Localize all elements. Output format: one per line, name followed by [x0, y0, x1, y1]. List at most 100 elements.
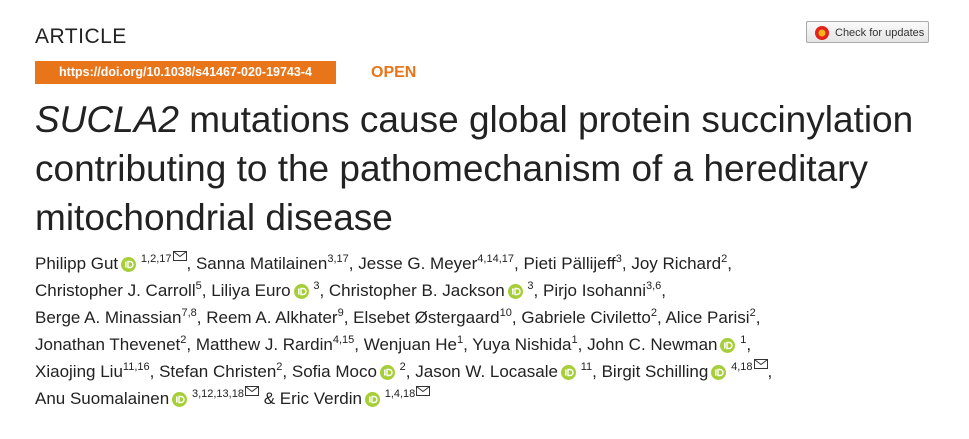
orcid-mark — [297, 288, 300, 295]
affiliations: 9 — [337, 307, 344, 319]
author-name[interactable]: Berge A. Minassian — [35, 308, 182, 327]
affiliations: 10 — [499, 307, 512, 319]
gene-name: SUCLA2 — [35, 99, 179, 140]
author-name[interactable]: John C. Newman — [587, 335, 718, 354]
author-name[interactable]: Birgit Schilling — [601, 362, 709, 381]
email-icon[interactable] — [416, 386, 431, 397]
author-name[interactable]: Philipp Gut — [35, 254, 119, 273]
affiliations: 1 — [740, 334, 747, 346]
orcid-mark — [368, 396, 371, 403]
author: Christopher B. Jackson 3, — [328, 280, 538, 301]
doi-link[interactable]: https://doi.org/10.1038/s41467-020-19743… — [35, 61, 336, 84]
author-name[interactable]: Gabriele Civiletto — [521, 308, 651, 327]
envelope — [416, 386, 431, 396]
author: Yuya Nishida1, — [472, 334, 583, 355]
author-name[interactable]: Yuya Nishida — [472, 335, 572, 354]
author-name[interactable]: Liliya Euro — [211, 281, 291, 300]
author-name[interactable]: Christopher J. Carroll — [35, 281, 196, 300]
author: Pieti Pällijeff3, — [523, 254, 627, 274]
author-name[interactable]: Pirjo Isohanni — [542, 281, 646, 300]
affiliations: 1,2,17 — [140, 253, 172, 265]
envelope — [172, 251, 187, 261]
orcid-mark — [567, 368, 574, 377]
author: Stefan Christen2, — [159, 361, 287, 382]
author: Gabriele Civiletto2, — [521, 307, 662, 328]
orcid-icon[interactable] — [720, 338, 736, 353]
orcid-mark — [726, 341, 734, 350]
author: Wenjuan He1, — [363, 334, 468, 355]
author-name[interactable]: Anu Suomalainen — [35, 389, 170, 408]
affiliations: 1 — [571, 334, 578, 346]
separator: , — [511, 308, 517, 327]
author-name[interactable]: Matthew J. Rardin — [195, 335, 333, 354]
separator: , — [577, 335, 583, 354]
author-name[interactable]: Elsebet Østergaard — [353, 308, 500, 327]
author-name[interactable]: Sanna Matilainen — [195, 254, 328, 273]
separator: , — [405, 362, 411, 381]
article-title: SUCLA2 mutations cause global protein su… — [35, 95, 935, 242]
orcid-icon[interactable] — [293, 284, 309, 299]
author-name[interactable]: Christopher B. Jackson — [328, 281, 505, 300]
affiliations: 2 — [180, 334, 187, 346]
affiliations: 2 — [650, 307, 657, 319]
author: Matthew J. Rardin4,15, — [195, 335, 359, 355]
author: Christopher J. Carroll5, — [35, 280, 206, 301]
author: Elsebet Østergaard10, — [353, 307, 517, 328]
email-icon[interactable] — [753, 359, 768, 370]
separator: , — [196, 308, 202, 327]
author-name[interactable]: Sofia Moco — [291, 362, 377, 381]
separator: , — [746, 335, 752, 354]
author-name[interactable]: Jesse G. Meyer — [358, 254, 478, 273]
orcid-icon[interactable] — [560, 365, 576, 380]
orcid-mark — [564, 369, 567, 376]
email-icon[interactable] — [172, 251, 187, 262]
affiliations: 11,16 — [122, 361, 150, 373]
author-name[interactable]: Stefan Christen — [159, 362, 277, 381]
author-name[interactable]: Jonathan Thevenet — [35, 335, 181, 354]
orcid-mark — [125, 261, 127, 268]
affiliations: 1 — [456, 334, 464, 346]
author-name[interactable]: Pieti Pällijeff — [523, 254, 616, 273]
author: Alice Parisi2, — [665, 307, 761, 328]
affiliations: 4,18 — [731, 361, 753, 373]
author: Birgit Schilling 4,18, — [601, 359, 772, 381]
orcid-icon[interactable] — [364, 392, 380, 407]
orcid-icon[interactable] — [711, 365, 727, 380]
envelope-flap — [172, 251, 187, 258]
separator: , — [755, 308, 761, 327]
orcid-mark — [511, 288, 514, 295]
affiliations: 2 — [399, 361, 406, 373]
affiliations: 3 — [527, 280, 534, 292]
affiliations: 2 — [749, 307, 756, 319]
affiliations: 2 — [276, 361, 283, 373]
orcid-icon[interactable] — [121, 257, 137, 272]
author: Sanna Matilainen3,17, — [195, 254, 354, 274]
article-type: ARTICLE — [35, 25, 127, 48]
author-list: Philipp Gut 1,2,17, Sanna Matilainen3,17… — [35, 250, 835, 412]
orcid-mark — [386, 368, 393, 377]
orcid-mark — [513, 287, 521, 296]
author: Joy Richard2, — [631, 254, 732, 274]
check-updates-button[interactable]: Check for updates — [806, 21, 929, 43]
author-name[interactable]: Wenjuan He — [363, 335, 457, 354]
author-name[interactable]: Eric Verdin — [279, 389, 362, 408]
affiliations: 7,8 — [181, 307, 197, 319]
envelope-flap — [416, 386, 431, 393]
email-icon[interactable] — [244, 386, 259, 397]
orcid-mark — [383, 369, 386, 376]
author-name[interactable]: Alice Parisi — [665, 308, 750, 327]
orcid-icon[interactable] — [379, 365, 395, 380]
author-name[interactable]: Reem A. Alkhater — [206, 308, 338, 327]
author-name[interactable]: Xiaojing Liu — [35, 362, 123, 381]
separator: , — [348, 254, 354, 273]
orcid-icon[interactable] — [172, 392, 188, 407]
orcid-icon[interactable] — [507, 284, 523, 299]
author-name[interactable]: Joy Richard — [631, 254, 722, 273]
separator: , — [186, 335, 192, 354]
affiliations: 5 — [195, 280, 202, 292]
separator: , — [463, 335, 468, 354]
separator: , — [621, 254, 627, 273]
separator: , — [656, 308, 662, 327]
orcid-mark — [715, 369, 717, 376]
author-name[interactable]: Jason W. Locasale — [415, 362, 558, 381]
